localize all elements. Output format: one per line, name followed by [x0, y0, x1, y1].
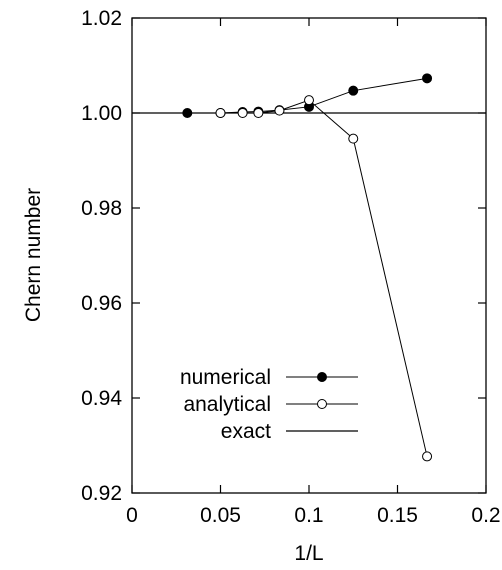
analytical-data-point — [304, 95, 314, 106]
analytical-data-point — [215, 108, 226, 118]
analytical-data-point — [422, 451, 433, 462]
analytical-data-point — [348, 133, 359, 144]
y-tick-label: 0.98 — [81, 197, 122, 220]
x-tick-label: 0.2 — [471, 504, 500, 527]
y-tick-label: 1.00 — [81, 102, 122, 125]
legend-marker-numerical — [317, 372, 327, 382]
legend-marker-analytical — [317, 399, 327, 409]
x-tick-label: 0.1 — [294, 504, 323, 527]
analytical-data-point — [253, 108, 264, 118]
legend-label-numerical: numerical — [180, 366, 271, 389]
y-tick-label: 0.92 — [81, 482, 122, 505]
legend: numerical analytical exact — [180, 366, 358, 443]
series-points — [182, 73, 433, 462]
y-tick-label: 0.96 — [81, 292, 122, 315]
y-axis-ticks: 0.92 0.94 0.96 0.98 1.00 1.02 — [81, 7, 486, 505]
analytical-data-point — [237, 108, 248, 118]
legend-label-exact: exact — [221, 420, 271, 443]
numerical-data-point — [422, 73, 433, 84]
x-axis-ticks: 0 0.05 0.1 0.15 0.2 — [126, 18, 501, 527]
numerical-data-point — [182, 108, 193, 118]
y-tick-label: 0.94 — [81, 387, 122, 410]
x-tick-label: 0.05 — [200, 504, 241, 527]
plot-frame — [131, 17, 487, 494]
analytical-data-point — [274, 105, 285, 116]
x-axis-label: 1/L — [294, 542, 323, 565]
numerical-data-point — [348, 85, 359, 96]
x-tick-label: 0 — [126, 504, 138, 527]
x-tick-label: 0.15 — [377, 504, 418, 527]
y-axis-label: Chern number — [22, 188, 45, 322]
y-tick-label: 1.02 — [81, 7, 122, 30]
legend-label-analytical: analytical — [183, 393, 271, 416]
